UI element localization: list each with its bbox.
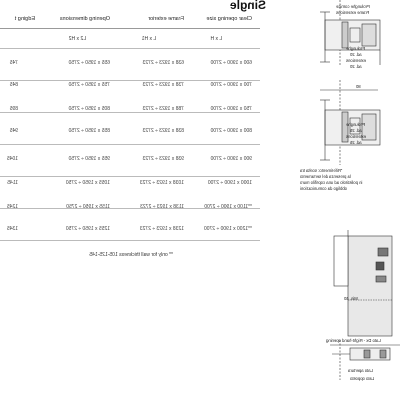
wall-section xyxy=(333,230,393,337)
cell-edging: 845 xyxy=(9,82,18,88)
cell-edging: 1345 xyxy=(6,226,18,232)
cell-frame: 1138 x 1923 ÷ 2723 xyxy=(140,204,184,210)
cell-opening: 1255 x 1950 ÷ 2750 xyxy=(65,226,110,232)
cell-frame: 838 x 1923 ÷ 2723 xyxy=(142,128,184,134)
label-note-d: obbligo da comunicazioni xyxy=(300,186,348,191)
cell-edging: 895 xyxy=(9,106,18,112)
cell-frame: 738 x 1923 ÷ 2723 xyxy=(142,82,184,88)
cell-clear: 900 x 1900 ÷ 2700 xyxy=(210,156,252,162)
cell-clear: 750 x 1900 ÷ 2700 xyxy=(210,106,252,112)
label-ext-1-c: extensions xyxy=(346,58,367,63)
cell-frame: 1038 x 1923 ÷ 2723 xyxy=(139,180,184,186)
label-min-40: Min. 40 xyxy=(344,296,358,301)
subheader-l2xh2: L2 x H2 xyxy=(68,36,86,42)
cell-clear: 600 x 1900 ÷ 2700 xyxy=(210,60,252,66)
header-edging: Edging t xyxy=(14,16,35,22)
label-dim-80: 80 xyxy=(356,84,361,89)
cell-edging: 1245 xyxy=(6,204,18,210)
header-frame-exterior: Frame exterior xyxy=(148,16,184,22)
header-opening-dimensions: Opening dimensions xyxy=(59,16,110,22)
cell-edging: 945 xyxy=(9,128,18,134)
cell-opening: 1055 x 1950 ÷ 2750 xyxy=(65,180,110,186)
table-rule xyxy=(0,112,260,113)
cell-clear: 700 x 1900 ÷ 2700 xyxy=(210,82,252,88)
label-note-c: in polistirolo ad una coprifilo muro xyxy=(300,180,363,185)
footnote: ** only for wall thickness 105-125-145 xyxy=(89,252,173,258)
label-ext-2-d: ad. 25 xyxy=(350,140,362,145)
label-opening-side: Lato apertura xyxy=(348,368,373,373)
cell-clear: 1000 x 1900 ÷ 2700 xyxy=(207,180,252,186)
frame-section-drawings xyxy=(320,0,400,380)
label-right-hand-opening: Lato Dx - Right-hand opening xyxy=(326,338,381,343)
cell-clear: 800 x 1900 ÷ 2700 xyxy=(210,128,252,134)
label-ext-2-c: extensions xyxy=(346,134,367,139)
table-rule xyxy=(0,28,260,29)
cell-opening: 805 x 1950 ÷ 2750 xyxy=(68,106,110,112)
label-ext-1-b: ad. 20 xyxy=(350,52,362,57)
label-frame-extensions-en: Frame extensions xyxy=(336,10,370,15)
frame-section-detail-1 xyxy=(320,0,381,65)
cell-clear: **1100 x 1900 ÷ 2700 xyxy=(204,204,252,210)
table-rule xyxy=(0,80,260,81)
cell-frame: 1238 x 1923 ÷ 2723 xyxy=(139,226,184,232)
label-note-a: "Riferimento: scelta tra xyxy=(300,168,343,173)
cell-opening: 1155 x 1950 ÷ 2750 xyxy=(66,204,110,210)
subheader-lxh1: L x H1 xyxy=(141,36,156,42)
cell-edging: 745 xyxy=(9,60,18,66)
label-opposite-side: Lato opposto xyxy=(350,376,375,381)
table-rule xyxy=(0,176,260,177)
label-ext-1-a: Prolunghe xyxy=(346,46,366,51)
cell-edging: 1045 xyxy=(6,156,18,162)
header-clear-opening: Clear opening size xyxy=(206,16,252,22)
label-ext-2-b: ad. 25 xyxy=(350,128,362,133)
frame-section-detail-2 xyxy=(320,80,381,165)
table-rule xyxy=(0,240,260,241)
cell-frame: 938 x 1923 ÷ 2723 xyxy=(142,156,184,162)
cell-opening: 655 x 1950 ÷ 2750 xyxy=(68,60,110,66)
label-frame-extensions-it: Prolunghe cornice xyxy=(336,4,370,9)
label-ext-2-a: Prolunghe xyxy=(346,122,366,127)
table-rule xyxy=(0,144,260,145)
label-ext-1-d: ad. 20 xyxy=(350,64,362,69)
table-rule xyxy=(0,48,260,49)
cell-opening: 755 x 1950 ÷ 2750 xyxy=(68,82,110,88)
subheader-lxh: L x H xyxy=(210,36,222,42)
opening-detail xyxy=(330,340,400,380)
label-note-b: la presenza del serramento xyxy=(300,174,351,179)
cell-frame: 788 x 1923 ÷ 2723 xyxy=(142,106,184,112)
cell-clear: **1200 x 1900 ÷ 2700 xyxy=(203,226,252,232)
cell-edging: 1145 xyxy=(7,180,18,186)
cell-opening: 955 x 1950 ÷ 2750 xyxy=(68,156,110,162)
cell-opening: 855 x 1950 ÷ 2750 xyxy=(68,128,110,134)
cell-frame: 638 x 1923 ÷ 2723 xyxy=(142,60,184,66)
